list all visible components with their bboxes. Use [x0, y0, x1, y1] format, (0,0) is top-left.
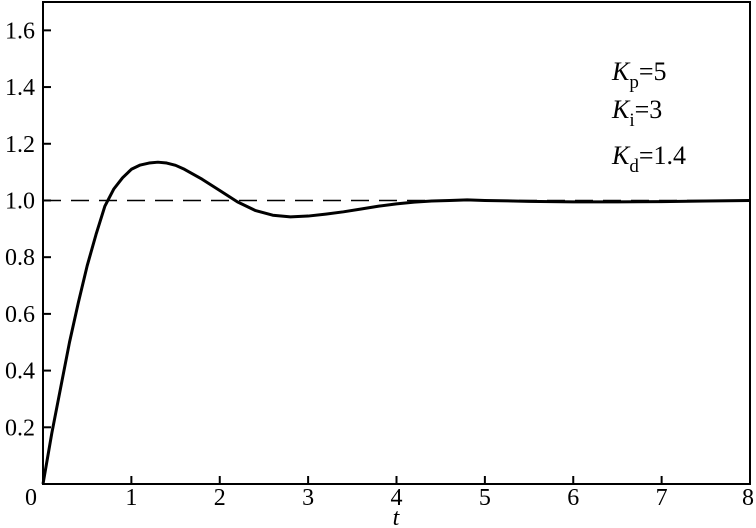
x-axis-label: t — [393, 505, 401, 528]
y-axis: 0.2 0.4 0.6 0.8 1.0 1.2 1.4 1.6 — [5, 18, 51, 441]
x-tick-label: 3 — [302, 485, 314, 511]
x-axis: 0 1 2 3 4 5 6 7 8 — [25, 476, 754, 511]
y-tick-label: 0.4 — [5, 359, 35, 385]
x-tick-label: 2 — [214, 485, 226, 511]
response-curve — [41, 160, 751, 485]
x-tick-label: 8 — [742, 485, 754, 511]
x-tick-label: 6 — [567, 485, 579, 511]
x-tick-label: 5 — [479, 485, 491, 511]
y-tick-label: 1.0 — [5, 188, 35, 214]
y-tick-label: 1.6 — [5, 18, 35, 44]
annotations: Kp=5Ki=3 Kd=1.4 — [611, 57, 686, 177]
annotation-kd: Kd=1.4 — [611, 141, 686, 177]
y-tick-label: 0.2 — [5, 415, 35, 441]
x-tick-label: 1 — [125, 485, 137, 511]
y-tick-label: 0.8 — [5, 245, 35, 271]
y-tick-label: 0.6 — [5, 302, 35, 328]
x-tick-label: 4 — [391, 485, 403, 511]
y-tick-label: 1.4 — [5, 75, 35, 101]
x-tick-label: 0 — [25, 485, 37, 511]
x-tick-label: 7 — [656, 485, 668, 511]
annotation-kp: Kp=5 — [611, 57, 667, 93]
plot-lines — [41, 160, 751, 485]
y-tick-label: 1.2 — [5, 132, 35, 158]
annotation-ki: Ki=3 — [611, 95, 662, 131]
